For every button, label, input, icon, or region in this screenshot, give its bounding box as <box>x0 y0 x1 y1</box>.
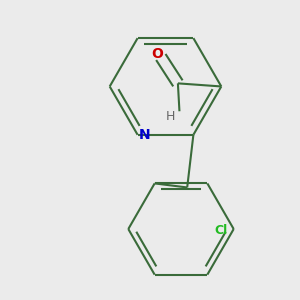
Text: O: O <box>151 47 163 61</box>
Text: Cl: Cl <box>215 224 228 237</box>
Text: N: N <box>139 128 150 142</box>
Text: H: H <box>166 110 175 123</box>
